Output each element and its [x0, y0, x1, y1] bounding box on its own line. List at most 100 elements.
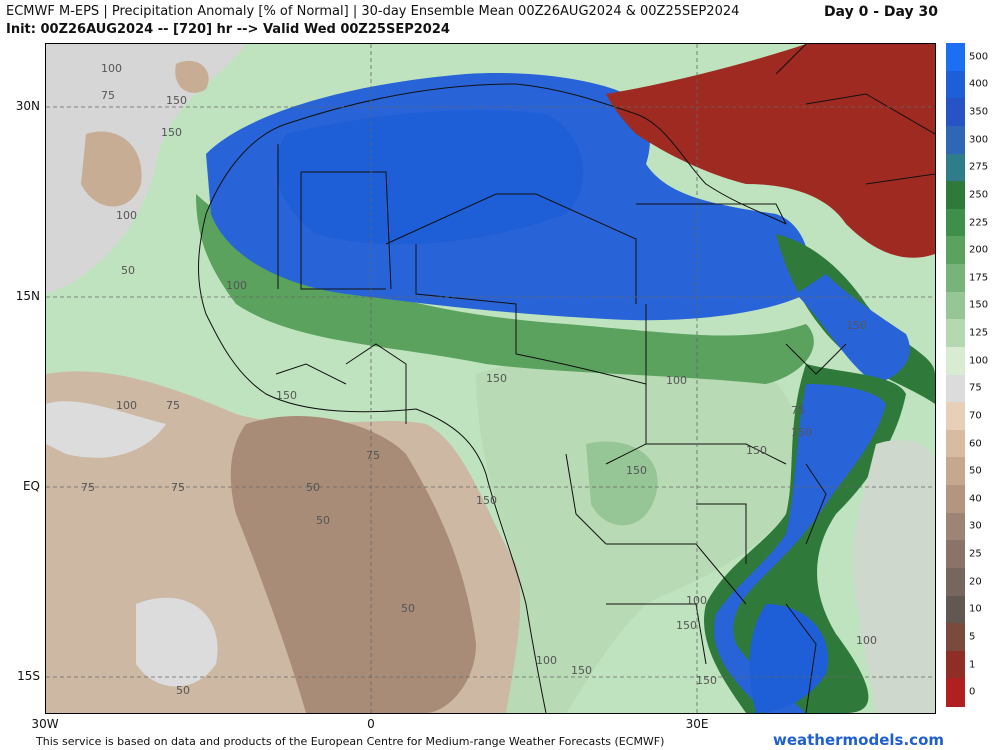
colorbar-swatch	[946, 595, 965, 624]
colorbar-label: 25	[969, 548, 982, 560]
colorbar-swatch	[946, 512, 965, 541]
brand-link[interactable]: weathermodels.com	[772, 731, 944, 749]
colorbar-swatch	[946, 540, 965, 569]
colorbar-label: 5	[969, 631, 976, 643]
colorbar-label: 10	[969, 603, 982, 615]
colorbar-label: 150	[969, 299, 989, 311]
anomaly-area	[476, 358, 800, 713]
anomaly-area	[175, 60, 209, 93]
colorbar-label: 60	[969, 438, 982, 450]
anomaly-area	[46, 401, 166, 458]
contour-label: 100	[666, 374, 687, 387]
colorbar-label: 0	[969, 686, 976, 698]
contour-label: 75	[171, 481, 185, 494]
colorbar-swatch	[946, 291, 965, 320]
anomaly-area	[276, 110, 584, 245]
contour-label: 100	[536, 654, 557, 667]
colorbar-label: 70	[969, 410, 982, 422]
colorbar-swatch	[946, 153, 965, 182]
colorbar-swatch	[946, 623, 965, 652]
colorbar-label: 200	[969, 244, 989, 256]
contour-label: 100	[686, 594, 707, 607]
contour-label: 50	[306, 481, 320, 494]
colorbar-label: 275	[969, 161, 989, 173]
colorbar-swatch	[946, 181, 965, 210]
day-range: Day 0 - Day 30	[823, 4, 938, 20]
anomaly-area	[196, 194, 814, 384]
colorbar-label: 40	[969, 493, 982, 505]
contour-label: 150	[571, 664, 592, 677]
anomaly-area	[853, 440, 935, 713]
lat-label-15n: 15N	[15, 289, 40, 303]
anomaly-area	[586, 441, 658, 526]
colorbar-swatch	[946, 125, 965, 154]
colorbar-label: 500	[969, 51, 989, 63]
contour-label: 75	[166, 399, 180, 412]
anomaly-area	[230, 415, 476, 713]
chart-title: ECMWF M-EPS | Precipitation Anomaly [% o…	[6, 4, 740, 19]
contour-label: 150	[676, 619, 697, 632]
lat-label-30n: 30N	[15, 99, 40, 113]
colorbar-swatch	[946, 485, 965, 514]
colorbar-swatch	[946, 429, 965, 458]
init-valid-line: Init: 00Z26AUG2024 -- [720] hr --> Valid…	[6, 22, 450, 37]
contour-label: 100	[856, 634, 877, 647]
contour-label: 150	[626, 464, 647, 477]
colorbar-swatch	[946, 678, 965, 707]
colorbar-swatch	[946, 43, 965, 72]
credit-text: This service is based on data and produc…	[36, 735, 665, 748]
colorbar-swatch	[946, 208, 965, 237]
country-borders	[198, 44, 935, 713]
contour-label: 150	[166, 94, 187, 107]
contour-label: 50	[121, 264, 135, 277]
colorbar-label: 125	[969, 327, 989, 339]
contour-label: 150	[161, 126, 182, 139]
contour-label: 50	[176, 684, 190, 697]
colorbar-label: 300	[969, 134, 989, 146]
graticule	[46, 44, 935, 713]
colorbar-swatch	[946, 402, 965, 431]
contour-label: 50	[316, 514, 330, 527]
contour-label: 75	[791, 404, 805, 417]
anomaly-area	[136, 597, 218, 687]
colorbar-label: 30	[969, 520, 982, 532]
contour-label: 150	[791, 426, 812, 439]
lat-label-eq: EQ	[22, 479, 40, 493]
colorbar-swatch	[946, 70, 965, 99]
colorbar-label: 175	[969, 272, 989, 284]
colorbar-swatch	[946, 319, 965, 348]
colorbar-swatch	[946, 567, 965, 596]
contour-label: 50	[401, 602, 415, 615]
lat-label-15s: 15S	[17, 669, 40, 683]
contour-label: 100	[116, 399, 137, 412]
contour-label: 100	[101, 62, 122, 75]
contour-label: 150	[846, 319, 867, 332]
colorbar-swatch	[946, 236, 965, 265]
lon-label-30e: 30E	[685, 717, 709, 731]
lon-label-30w: 30W	[31, 717, 59, 731]
contour-label: 150	[696, 674, 717, 687]
anomaly-area	[796, 274, 910, 384]
colorbar-swatch	[946, 346, 965, 375]
anomaly-area	[714, 384, 886, 713]
contour-label: 100	[226, 279, 247, 292]
anomaly-area	[606, 44, 935, 258]
lon-label-0: 0	[367, 717, 375, 731]
colorbar-swatch	[946, 264, 965, 293]
colorbar-label: 20	[969, 576, 982, 588]
colorbar-swatch	[946, 98, 965, 127]
colorbar-swatch	[946, 457, 965, 486]
anomaly-area	[46, 44, 246, 294]
colorbar-swatch	[946, 374, 965, 403]
colorbar-label: 250	[969, 189, 989, 201]
colorbar	[946, 43, 965, 707]
contour-label: 100	[116, 209, 137, 222]
colorbar-label: 50	[969, 465, 982, 477]
contour-label: 75	[101, 89, 115, 102]
colorbar-label: 225	[969, 217, 989, 229]
anomaly-area	[749, 604, 828, 713]
contour-label: 150	[276, 389, 297, 402]
contour-label: 150	[476, 494, 497, 507]
colorbar-swatch	[946, 650, 965, 679]
colorbar-label: 100	[969, 355, 989, 367]
